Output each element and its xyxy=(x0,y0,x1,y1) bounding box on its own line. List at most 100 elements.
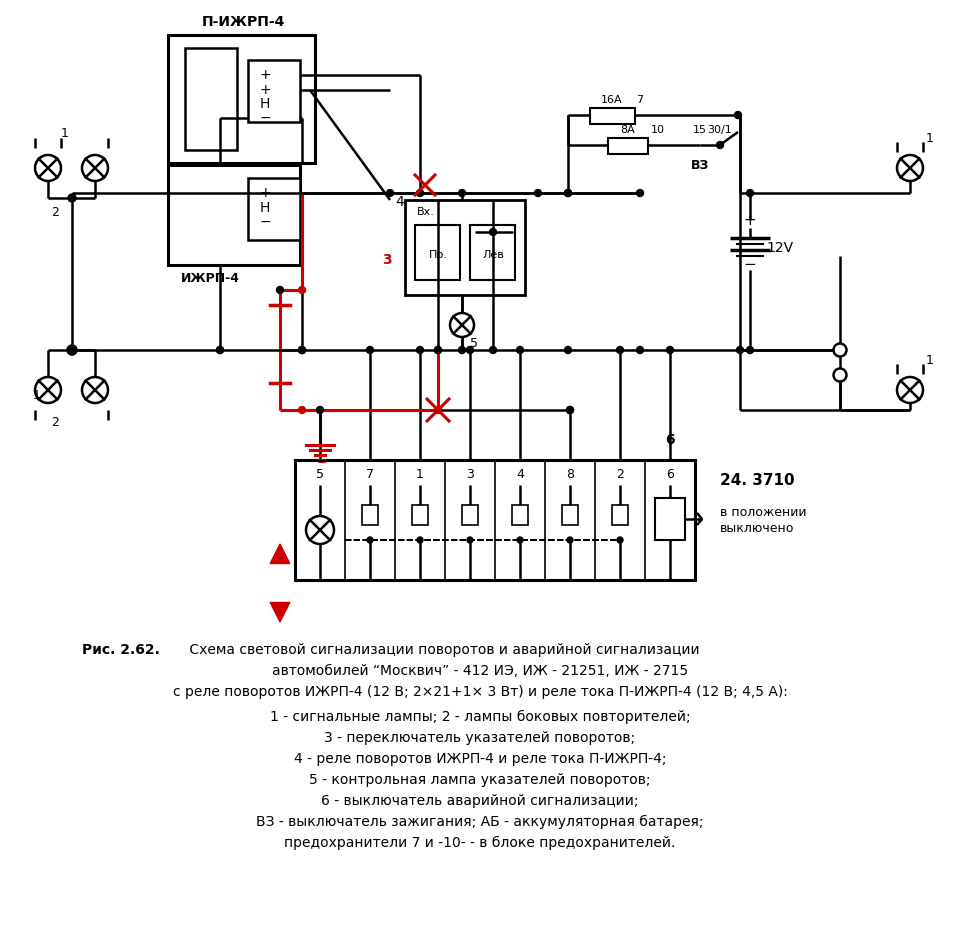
Text: 2: 2 xyxy=(51,415,59,428)
Text: 4: 4 xyxy=(396,195,404,209)
Bar xyxy=(362,505,378,525)
Text: 1 - сигнальные лампы; 2 - лампы боковых повторителей;: 1 - сигнальные лампы; 2 - лампы боковых … xyxy=(270,710,690,724)
Bar xyxy=(168,165,300,265)
Text: 4: 4 xyxy=(516,467,524,480)
Circle shape xyxy=(217,347,224,353)
Circle shape xyxy=(317,407,324,413)
Circle shape xyxy=(490,228,496,235)
Circle shape xyxy=(490,347,496,353)
Circle shape xyxy=(68,194,76,202)
Bar xyxy=(185,48,237,150)
Circle shape xyxy=(566,407,573,413)
Bar xyxy=(590,108,635,124)
Circle shape xyxy=(636,347,643,353)
Text: 2: 2 xyxy=(616,467,624,480)
Text: H: H xyxy=(260,97,270,111)
Polygon shape xyxy=(271,603,290,622)
Bar xyxy=(608,138,648,154)
Text: −: − xyxy=(259,111,271,125)
Circle shape xyxy=(636,189,643,197)
Circle shape xyxy=(435,347,442,353)
Circle shape xyxy=(299,347,305,353)
Text: +: + xyxy=(744,212,756,227)
Bar xyxy=(248,60,300,122)
Circle shape xyxy=(747,347,754,353)
Bar xyxy=(405,200,525,295)
Bar xyxy=(512,505,528,525)
Circle shape xyxy=(666,347,674,353)
Circle shape xyxy=(467,537,473,543)
Bar xyxy=(415,225,460,280)
Circle shape xyxy=(566,407,573,413)
Text: H: H xyxy=(260,201,270,215)
Text: Пр.: Пр. xyxy=(428,250,447,260)
Text: =: = xyxy=(317,455,327,468)
Bar xyxy=(470,225,515,280)
Bar xyxy=(612,505,628,525)
Text: 15: 15 xyxy=(693,125,707,135)
Circle shape xyxy=(736,347,743,353)
Polygon shape xyxy=(271,544,290,564)
Circle shape xyxy=(299,286,305,294)
Text: 12V: 12V xyxy=(766,241,794,255)
Circle shape xyxy=(716,142,724,148)
Circle shape xyxy=(435,407,442,413)
Circle shape xyxy=(897,155,923,181)
Text: 30/1: 30/1 xyxy=(708,125,732,135)
Circle shape xyxy=(616,347,623,353)
Text: 1: 1 xyxy=(926,132,934,145)
Text: 3: 3 xyxy=(382,253,392,267)
Circle shape xyxy=(68,347,76,353)
Text: 1: 1 xyxy=(416,467,424,480)
Circle shape xyxy=(35,155,61,181)
Circle shape xyxy=(564,347,571,353)
Text: выключено: выключено xyxy=(720,522,794,535)
Text: 1: 1 xyxy=(33,388,41,401)
Circle shape xyxy=(833,369,847,382)
Text: 8: 8 xyxy=(566,467,574,480)
Text: 7: 7 xyxy=(366,467,374,480)
Text: ВЗ: ВЗ xyxy=(691,159,709,171)
Circle shape xyxy=(299,347,305,353)
Circle shape xyxy=(567,537,573,543)
Circle shape xyxy=(617,537,623,543)
Circle shape xyxy=(367,537,373,543)
Circle shape xyxy=(833,344,847,357)
Bar xyxy=(655,498,685,540)
Circle shape xyxy=(387,189,394,197)
Text: 1: 1 xyxy=(926,353,934,366)
Text: ИЖРП-4: ИЖРП-4 xyxy=(180,272,239,285)
Circle shape xyxy=(306,516,334,544)
Text: 5 - контрольная лампа указателей поворотов;: 5 - контрольная лампа указателей поворот… xyxy=(309,773,651,787)
Circle shape xyxy=(535,189,541,197)
Text: 7: 7 xyxy=(636,95,643,105)
Text: 8А: 8А xyxy=(620,125,636,135)
Text: Лев: Лев xyxy=(482,250,504,260)
Circle shape xyxy=(35,377,61,403)
Text: 16А: 16А xyxy=(601,95,623,105)
Text: Рис. 2.62.: Рис. 2.62. xyxy=(82,643,160,657)
Text: ВЗ - выключатель зажигания; АБ - аккумуляторная батарея;: ВЗ - выключатель зажигания; АБ - аккумул… xyxy=(256,815,704,829)
Text: в положении: в положении xyxy=(720,505,806,518)
Text: 6 - выключатель аварийной сигнализации;: 6 - выключатель аварийной сигнализации; xyxy=(322,794,638,808)
Text: 6: 6 xyxy=(666,467,674,480)
Circle shape xyxy=(417,537,423,543)
Circle shape xyxy=(897,377,923,403)
Bar xyxy=(412,505,428,525)
Circle shape xyxy=(435,347,442,353)
Circle shape xyxy=(67,346,77,354)
Text: +: + xyxy=(259,68,271,82)
Text: 2: 2 xyxy=(51,206,59,219)
Text: Вх.: Вх. xyxy=(417,207,435,217)
Circle shape xyxy=(217,347,224,353)
Text: −: − xyxy=(744,257,756,272)
Text: Схема световой сигнализации поворотов и аварийной сигнализации: Схема световой сигнализации поворотов и … xyxy=(185,643,700,657)
Circle shape xyxy=(564,189,571,197)
Circle shape xyxy=(82,155,108,181)
Text: 3: 3 xyxy=(466,467,474,480)
Circle shape xyxy=(459,347,466,353)
Bar xyxy=(462,505,478,525)
Text: с реле поворотов ИЖРП-4 (12 В; 2×21+1× 3 Вт) и реле тока П-ИЖРП-4 (12 В; 4,5 А):: с реле поворотов ИЖРП-4 (12 В; 2×21+1× 3… xyxy=(173,685,787,699)
Circle shape xyxy=(516,347,523,353)
Circle shape xyxy=(299,347,305,353)
